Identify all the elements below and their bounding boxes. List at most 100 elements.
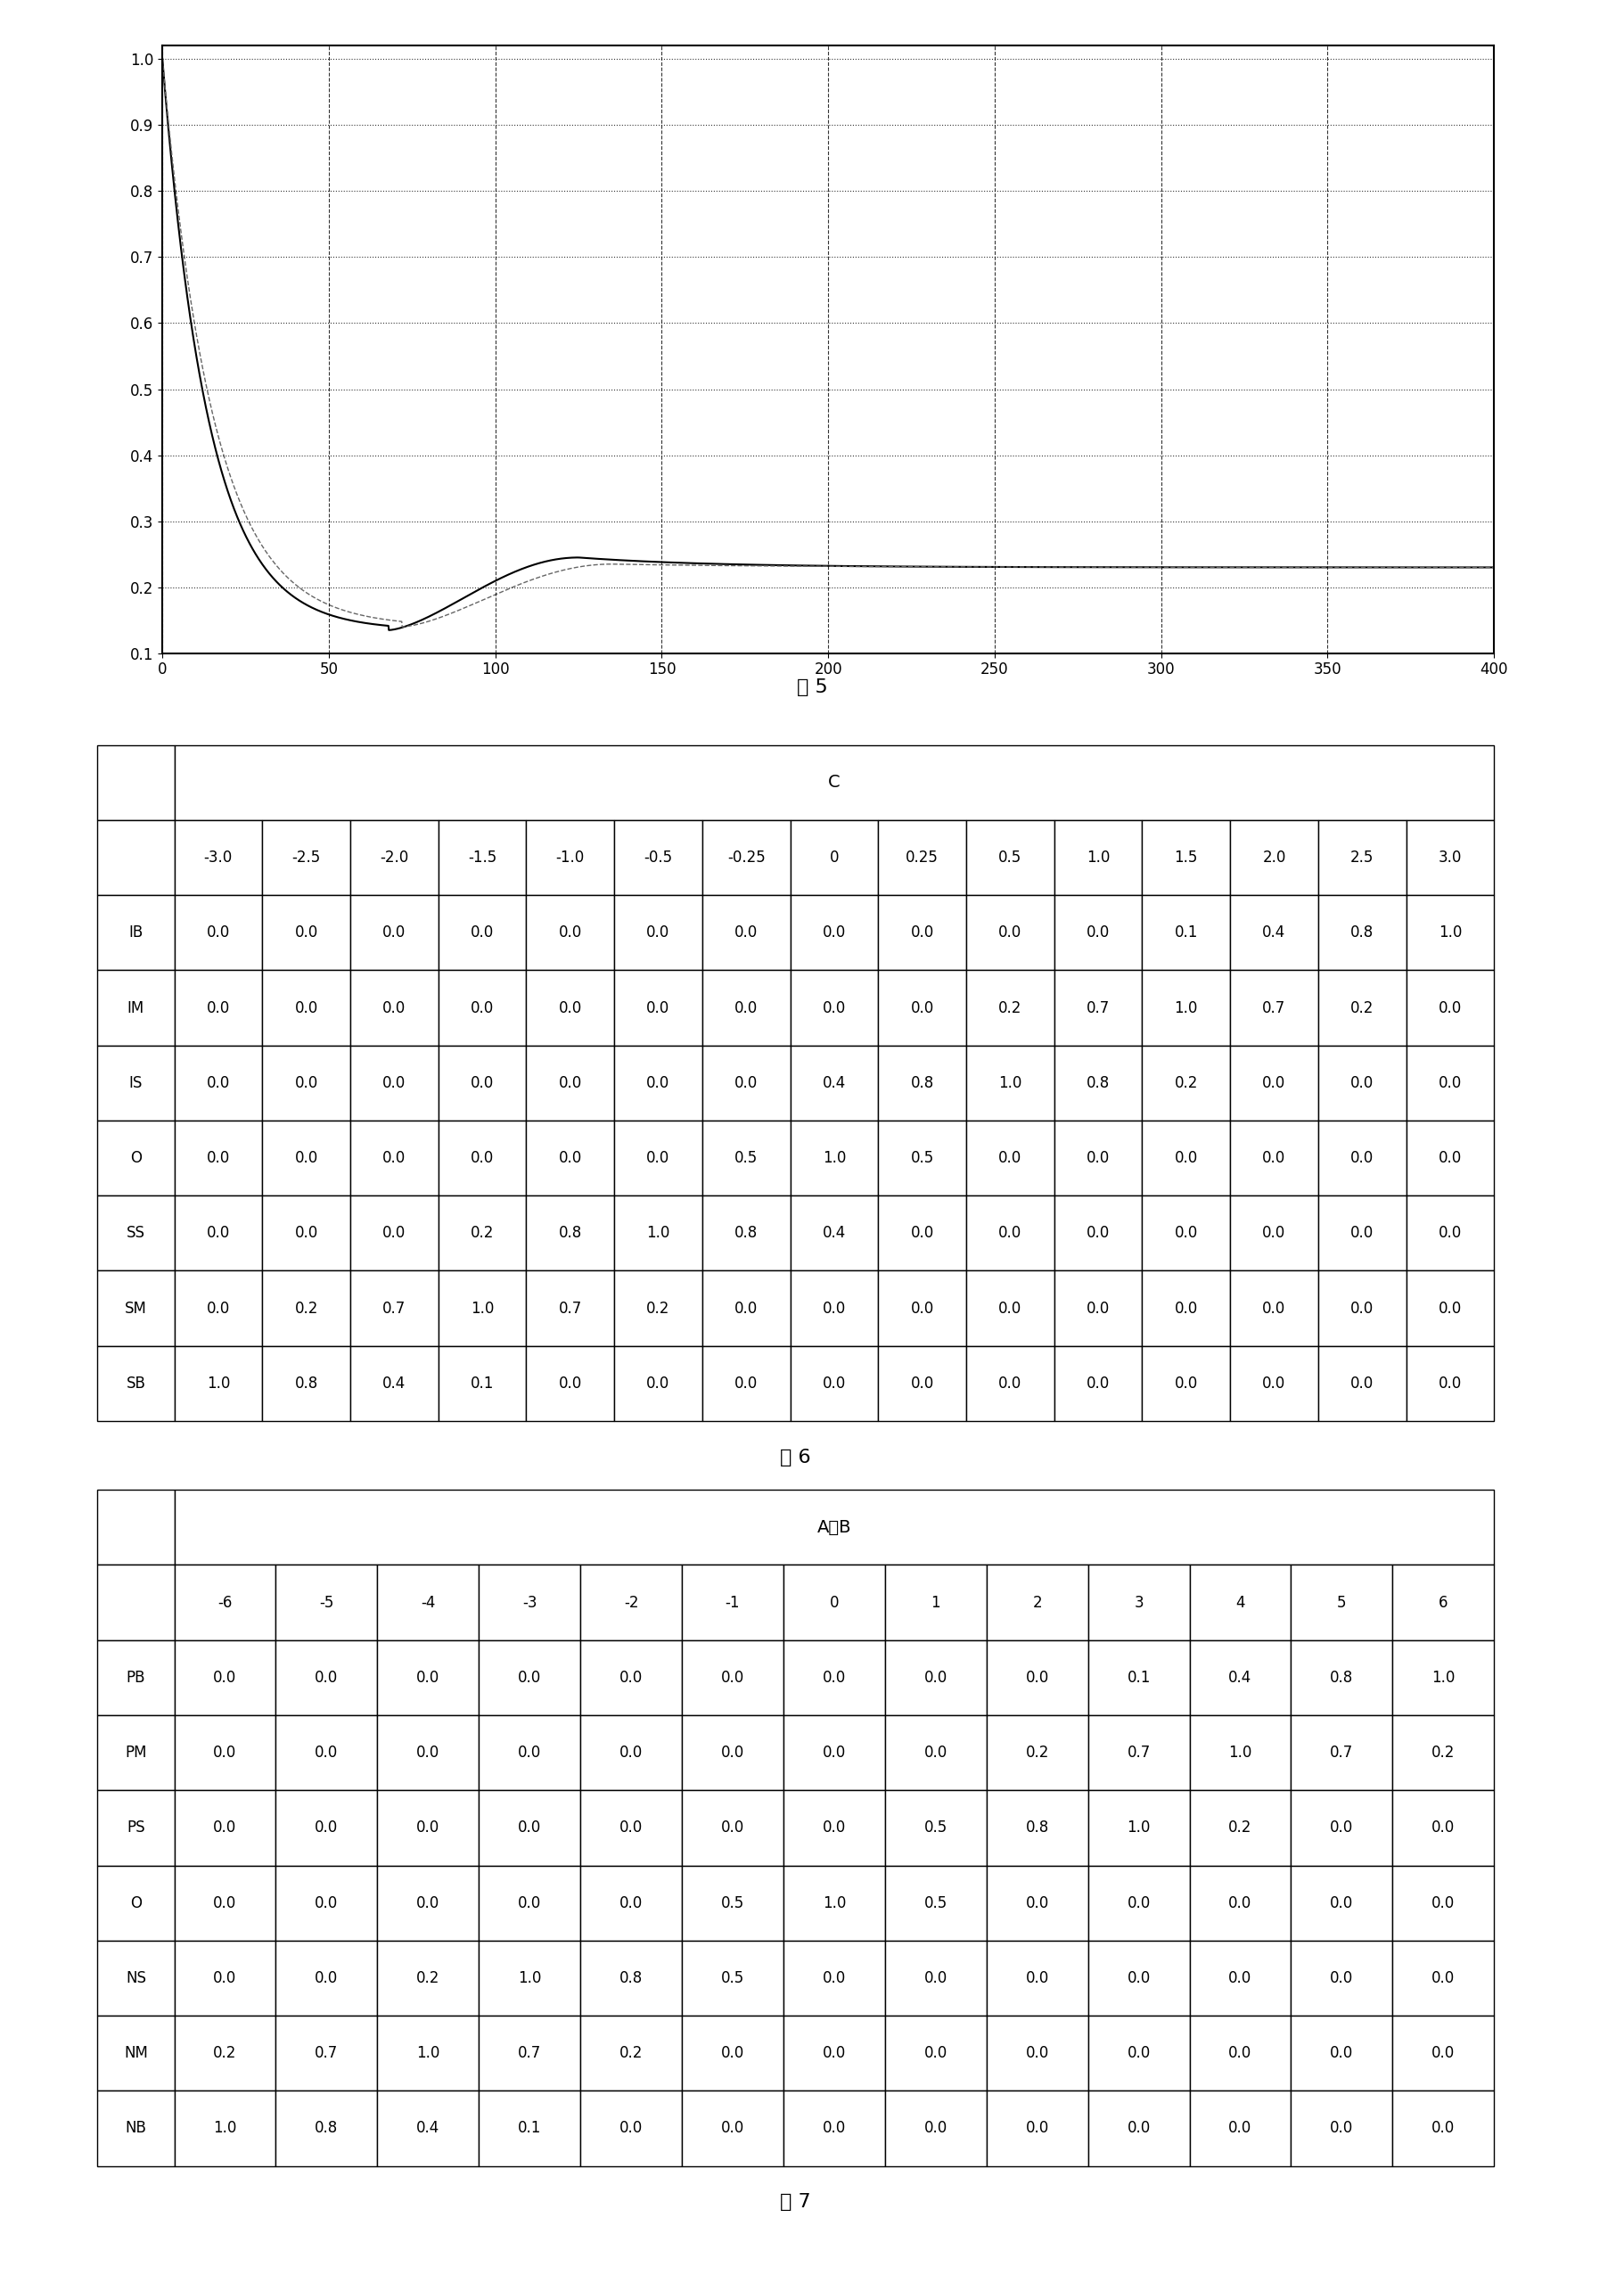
Bar — [1291, 1790, 1392, 1866]
Text: 0.0: 0.0 — [1439, 1375, 1462, 1391]
Text: 0.5: 0.5 — [924, 1820, 947, 1836]
Text: 2: 2 — [1033, 1595, 1043, 1611]
Text: 0.0: 0.0 — [213, 1744, 237, 1760]
Text: -3: -3 — [523, 1595, 538, 1611]
Text: 0.4: 0.4 — [822, 1075, 846, 1091]
Bar — [438, 896, 526, 970]
Bar — [1189, 1941, 1291, 2015]
Bar — [1319, 1121, 1406, 1196]
Bar — [1392, 2090, 1494, 2166]
Bar — [526, 1121, 614, 1196]
Text: 0.0: 0.0 — [822, 1669, 846, 1685]
Text: 0.0: 0.0 — [619, 1669, 643, 1685]
Bar — [702, 1196, 791, 1270]
Bar — [1229, 970, 1319, 1045]
Text: 0.8: 0.8 — [1330, 1669, 1353, 1685]
Text: 0.0: 0.0 — [721, 1744, 744, 1760]
Bar — [783, 1866, 885, 1941]
Text: -0.25: -0.25 — [728, 850, 765, 866]
Bar — [1054, 970, 1142, 1045]
Bar — [580, 1714, 682, 1790]
Text: 0.5: 0.5 — [999, 850, 1021, 866]
Text: 0.7: 0.7 — [1127, 1744, 1150, 1760]
Text: 0.0: 0.0 — [734, 1300, 758, 1316]
Text: 0.5: 0.5 — [734, 1151, 758, 1167]
Bar — [261, 970, 351, 1045]
Bar — [1142, 1270, 1229, 1345]
Text: -4: -4 — [421, 1595, 435, 1611]
Bar — [97, 821, 174, 896]
Text: 0.0: 0.0 — [294, 1075, 318, 1091]
Bar — [580, 2015, 682, 2090]
Text: 图 6: 图 6 — [780, 1449, 812, 1467]
Text: 0.0: 0.0 — [721, 2120, 744, 2136]
Bar — [174, 1345, 261, 1421]
Text: 0.0: 0.0 — [911, 1300, 934, 1316]
Text: 0.2: 0.2 — [294, 1300, 318, 1316]
Text: -0.5: -0.5 — [643, 850, 672, 866]
Text: 0.0: 0.0 — [646, 1075, 669, 1091]
Text: -1.0: -1.0 — [555, 850, 585, 866]
Text: 0.0: 0.0 — [471, 924, 494, 940]
Bar — [97, 1641, 174, 1714]
Bar — [1229, 1345, 1319, 1421]
Text: 0.0: 0.0 — [734, 924, 758, 940]
Bar — [377, 1866, 479, 1941]
Bar — [783, 2015, 885, 2090]
Bar — [97, 896, 174, 970]
Bar — [702, 896, 791, 970]
Bar — [377, 1641, 479, 1714]
Bar — [1088, 1866, 1189, 1941]
Text: 图 5: 图 5 — [796, 678, 828, 697]
Text: 2.0: 2.0 — [1262, 850, 1286, 866]
Text: 0.0: 0.0 — [1262, 1226, 1286, 1242]
Text: 0.0: 0.0 — [416, 1669, 440, 1685]
Text: 0.0: 0.0 — [1086, 1300, 1109, 1316]
Bar — [879, 1196, 966, 1270]
Bar — [174, 1565, 276, 1641]
Bar — [986, 2015, 1088, 2090]
Text: 0.0: 0.0 — [822, 1375, 846, 1391]
Bar — [261, 896, 351, 970]
Bar — [174, 821, 261, 896]
Bar — [986, 1866, 1088, 1941]
Text: 0.0: 0.0 — [1330, 1895, 1353, 1912]
Text: IB: IB — [128, 924, 143, 940]
Text: 0.0: 0.0 — [518, 1669, 541, 1685]
Bar — [351, 1345, 438, 1421]
Text: -1.5: -1.5 — [468, 850, 497, 866]
Bar — [682, 2015, 783, 2090]
Bar — [885, 1790, 986, 1866]
Text: 0.0: 0.0 — [1174, 1151, 1199, 1167]
Bar — [1229, 1121, 1319, 1196]
Bar — [261, 1270, 351, 1345]
Text: 0.7: 0.7 — [559, 1300, 581, 1316]
Bar — [526, 1196, 614, 1270]
Text: O: O — [130, 1895, 141, 1912]
Text: 1.0: 1.0 — [822, 1151, 846, 1167]
Text: 2.5: 2.5 — [1350, 850, 1374, 866]
Text: 0.7: 0.7 — [1330, 1744, 1353, 1760]
Bar — [1319, 970, 1406, 1045]
Bar — [1054, 821, 1142, 896]
Text: 0.0: 0.0 — [206, 1075, 231, 1091]
Bar — [1319, 1345, 1406, 1421]
Bar — [702, 1270, 791, 1345]
Bar — [580, 1565, 682, 1641]
Text: 0.2: 0.2 — [471, 1226, 494, 1242]
Bar — [261, 821, 351, 896]
Bar — [966, 1121, 1054, 1196]
Text: 0.4: 0.4 — [383, 1375, 406, 1391]
Bar — [276, 2090, 377, 2166]
Bar — [614, 1121, 702, 1196]
Bar — [1392, 1565, 1494, 1641]
Bar — [986, 1714, 1088, 1790]
Bar — [438, 1045, 526, 1121]
Text: 0.2: 0.2 — [999, 999, 1021, 1015]
Bar — [966, 1196, 1054, 1270]
Text: 0.0: 0.0 — [911, 1375, 934, 1391]
Bar — [276, 2015, 377, 2090]
Bar — [1088, 1941, 1189, 2015]
Bar — [986, 1790, 1088, 1866]
Bar — [174, 970, 261, 1045]
